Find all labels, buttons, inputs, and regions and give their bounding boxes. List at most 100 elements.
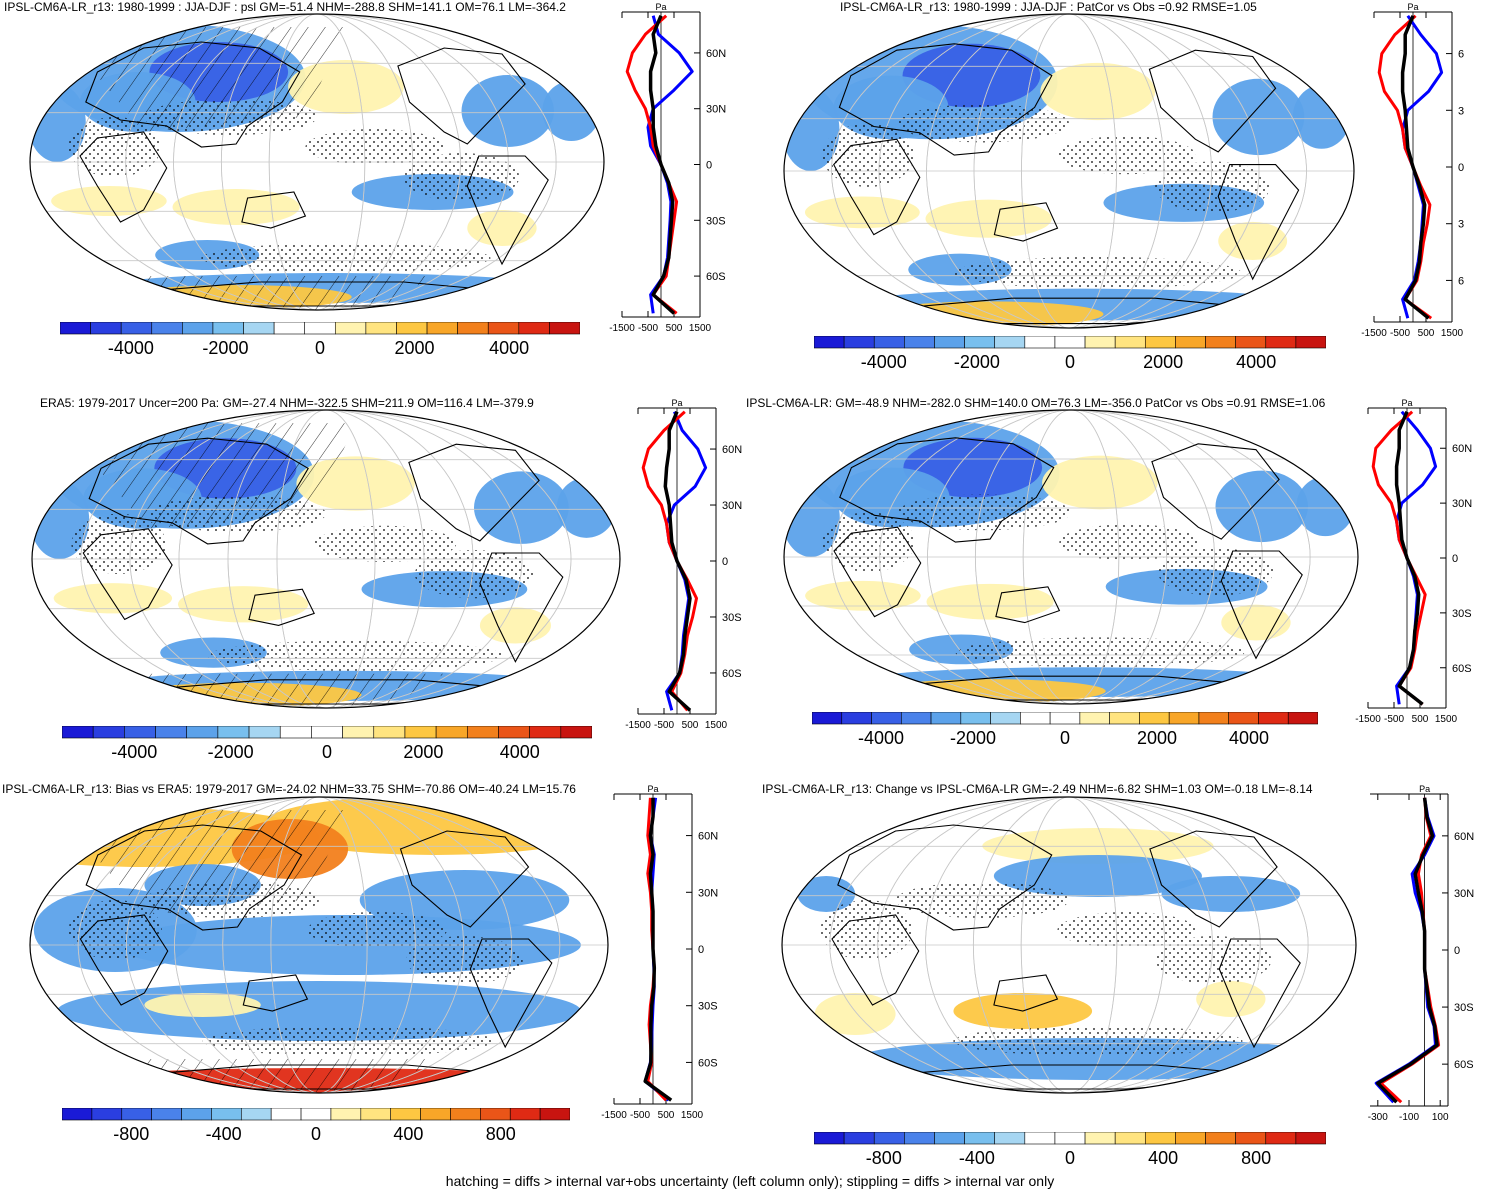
colorbar-box — [964, 336, 996, 349]
colorbar-box — [91, 1108, 123, 1121]
colorbar-box — [1144, 1132, 1176, 1145]
colorbar-tick-label: 400 — [1148, 1148, 1178, 1164]
colorbar-tick-label: -800 — [866, 1148, 902, 1164]
profile-axes: Pa -1500 -500 500 1500 60N 30N 0 30S 60S — [609, 2, 726, 334]
colorbar-tick-label: -2000 — [950, 728, 996, 748]
colorbar-tick-label: 400 — [393, 1124, 423, 1144]
colorbar-box — [904, 1132, 935, 1145]
colorbar-tick-label: -4000 — [108, 338, 154, 358]
y-tick-label: 60S — [698, 1057, 718, 1069]
x-tick-label: -1500 — [1361, 328, 1387, 339]
colorbar-box — [934, 1132, 965, 1145]
colorbar-tick-label: 0 — [311, 1124, 321, 1144]
colorbar-box — [1235, 336, 1267, 349]
continent-outline — [408, 443, 540, 542]
anomaly-blob — [144, 993, 261, 1017]
x-tick-label: -1500 — [1355, 714, 1381, 725]
map-border — [781, 796, 1357, 1094]
anomaly-blob — [1040, 62, 1156, 121]
colorbar-box — [217, 726, 250, 739]
anomaly-blob — [51, 186, 167, 216]
colorbar-box — [1114, 336, 1146, 349]
stippling-region — [953, 1026, 1243, 1056]
stippling-region — [1059, 524, 1199, 560]
colorbar-box — [1258, 712, 1289, 725]
map-border — [29, 13, 605, 311]
y-tick-label: 30N — [706, 104, 726, 116]
continent-outline — [1218, 938, 1301, 1049]
stippling-region — [207, 640, 504, 671]
colorbar-box — [1198, 712, 1230, 725]
colorbar-box — [435, 726, 468, 739]
continent-outline — [241, 191, 307, 229]
colorbar-box — [181, 1108, 212, 1121]
map-panel-1 — [29, 13, 605, 311]
graticule-line — [220, 14, 414, 310]
colorbar-box — [334, 322, 367, 335]
zonal-mean-line — [665, 411, 708, 711]
anomaly-blob — [804, 196, 920, 229]
stippling-region — [954, 256, 1242, 289]
colorbar-box — [904, 336, 935, 349]
colorbar-box — [426, 322, 458, 335]
anomaly-blob — [874, 679, 1106, 704]
y-tick-label: 60N — [706, 48, 726, 60]
colorbar-box — [212, 322, 244, 335]
colorbar-tick-label: 0 — [1065, 352, 1075, 372]
y-tick-label: 0 — [698, 944, 704, 956]
colorbar-tick-label: 2000 — [403, 742, 443, 762]
y-tick-label: 60N — [1454, 831, 1474, 843]
anomaly-blob — [172, 189, 300, 225]
graticule-line — [129, 410, 523, 708]
graticule-line — [270, 797, 368, 1093]
continent-outline — [837, 824, 1053, 931]
colorbar-box — [248, 726, 281, 739]
graticule-line — [878, 14, 1260, 328]
x-tick-label: -500 — [654, 720, 674, 731]
anomaly-blob — [797, 876, 856, 912]
colorbar-box — [121, 1108, 152, 1121]
colorbar-tick-label: 4000 — [489, 338, 529, 358]
zonal-mean-line — [1401, 14, 1444, 319]
map-panel-5 — [29, 796, 609, 1094]
colorbar-box — [960, 712, 991, 725]
colorbar-box — [155, 726, 188, 739]
colorbar-box — [279, 726, 312, 739]
hatching-region — [490, 14, 604, 48]
y-tick-label: 0 — [706, 160, 712, 172]
stippling-region — [403, 153, 520, 201]
profile-axes: Pa -1500 -500 500 1500 60N 30N 0 30S 60S — [601, 784, 718, 1121]
anomaly-blob — [1221, 604, 1291, 641]
continent-outline — [831, 914, 920, 1006]
map-border — [783, 409, 1359, 705]
stippling-region — [406, 936, 523, 984]
continent-outline — [993, 202, 1059, 242]
x-tick-label: -1500 — [609, 323, 635, 334]
y-tick-label: 30S — [1454, 1002, 1474, 1014]
y-tick-label: 6 — [1458, 49, 1464, 61]
graticule-line — [1021, 14, 1117, 328]
colorbar-box — [934, 336, 965, 349]
y-tick-label: 60N — [698, 831, 718, 843]
colorbar-box — [273, 322, 306, 335]
zonal-mean-line — [648, 15, 676, 315]
y-tick-label: 60S — [1454, 1059, 1474, 1071]
graticule-line — [1020, 797, 1118, 1093]
profile-unit: Pa — [655, 2, 666, 12]
stippling-region — [307, 912, 448, 948]
colorbar-tick-label: 0 — [1065, 1148, 1075, 1164]
profile-unit: Pa — [1407, 2, 1418, 12]
profile-unit: Pa — [647, 784, 658, 794]
stippling-region — [1155, 161, 1270, 213]
profile-unit: Pa — [671, 398, 682, 408]
x-tick-label: 500 — [666, 323, 683, 334]
graticule-line — [925, 797, 1213, 1093]
colorbar-box — [243, 322, 275, 335]
colorbar-box — [1054, 336, 1086, 349]
colorbar-box — [1175, 336, 1206, 349]
graticule-line — [927, 410, 1215, 704]
colorbar-box — [1295, 336, 1326, 349]
y-tick-label: 60S — [706, 271, 726, 283]
continent-outline — [469, 938, 553, 1049]
zonal-mean-line — [663, 411, 692, 712]
